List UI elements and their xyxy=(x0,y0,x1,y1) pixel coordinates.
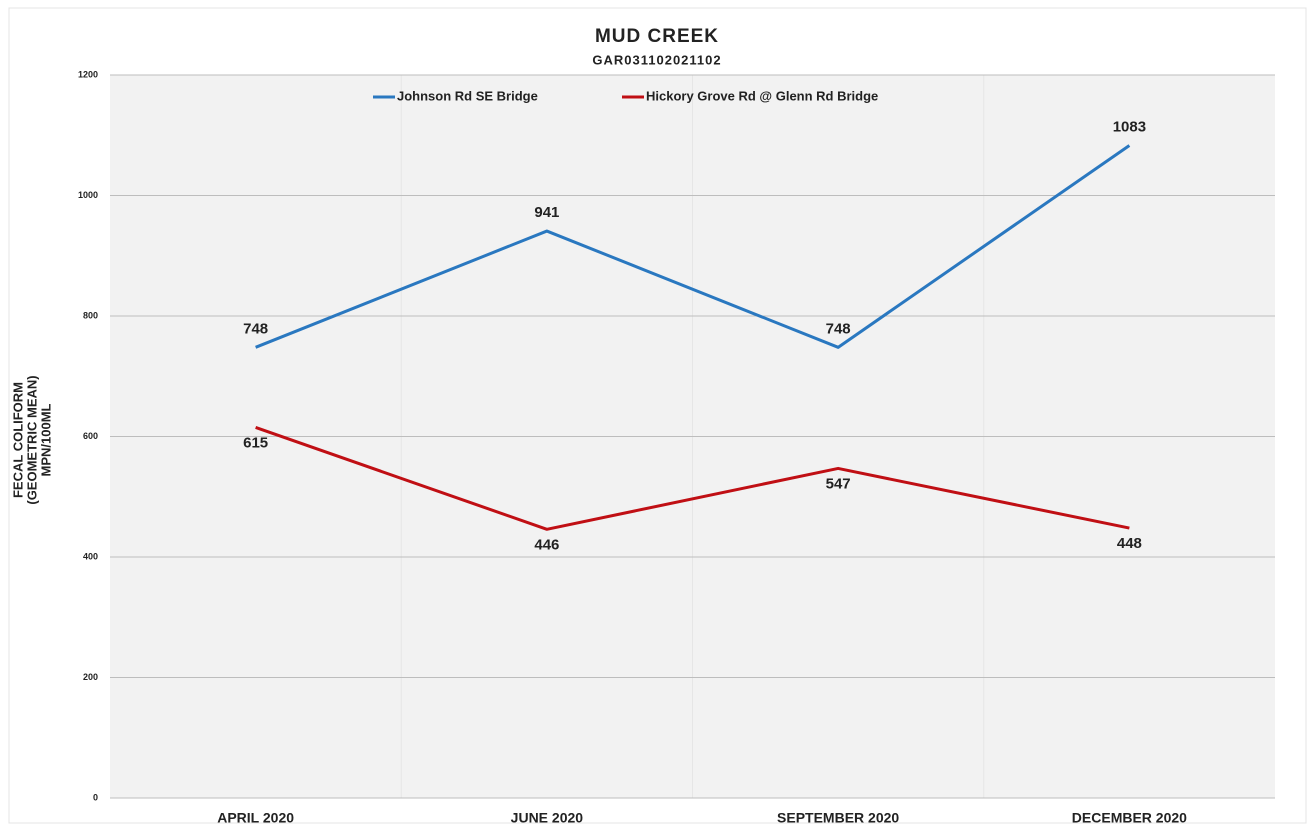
y-axis-label: MPN/100ML xyxy=(38,403,53,476)
x-tick-label: JUNE 2020 xyxy=(511,810,584,826)
y-tick-label: 1200 xyxy=(78,69,98,79)
data-label: 547 xyxy=(826,475,851,492)
series-line xyxy=(255,426,1130,531)
x-tick-label: APRIL 2020 xyxy=(217,810,294,826)
data-label: 941 xyxy=(534,204,559,221)
y-tick-label: 400 xyxy=(83,551,98,561)
data-label: 1083 xyxy=(1113,118,1146,135)
y-tick-label: 600 xyxy=(83,431,98,441)
y-tick-label: 1000 xyxy=(78,190,98,200)
y-axis-label: (GEOMETRIC MEAN) xyxy=(24,375,39,504)
y-tick-label: 800 xyxy=(83,310,98,320)
series-line xyxy=(255,144,1131,349)
y-tick-label: 200 xyxy=(83,672,98,682)
chart-title: MUD CREEK xyxy=(595,26,719,47)
data-label: 615 xyxy=(243,434,268,451)
data-label: 748 xyxy=(243,320,268,337)
data-label: 448 xyxy=(1117,535,1142,552)
y-axis-label: FECAL COLIFORM xyxy=(10,382,25,498)
y-tick-label: 0 xyxy=(93,792,98,802)
legend-label: Johnson Rd SE Bridge xyxy=(397,88,538,103)
x-tick-label: SEPTEMBER 2020 xyxy=(777,810,899,826)
data-label: 446 xyxy=(534,536,559,553)
chart-subtitle: GAR031102021102 xyxy=(592,52,721,67)
legend-label: Hickory Grove Rd @ Glenn Rd Bridge xyxy=(646,88,878,103)
data-label: 748 xyxy=(826,320,851,337)
x-tick-label: DECEMBER 2020 xyxy=(1072,810,1187,826)
